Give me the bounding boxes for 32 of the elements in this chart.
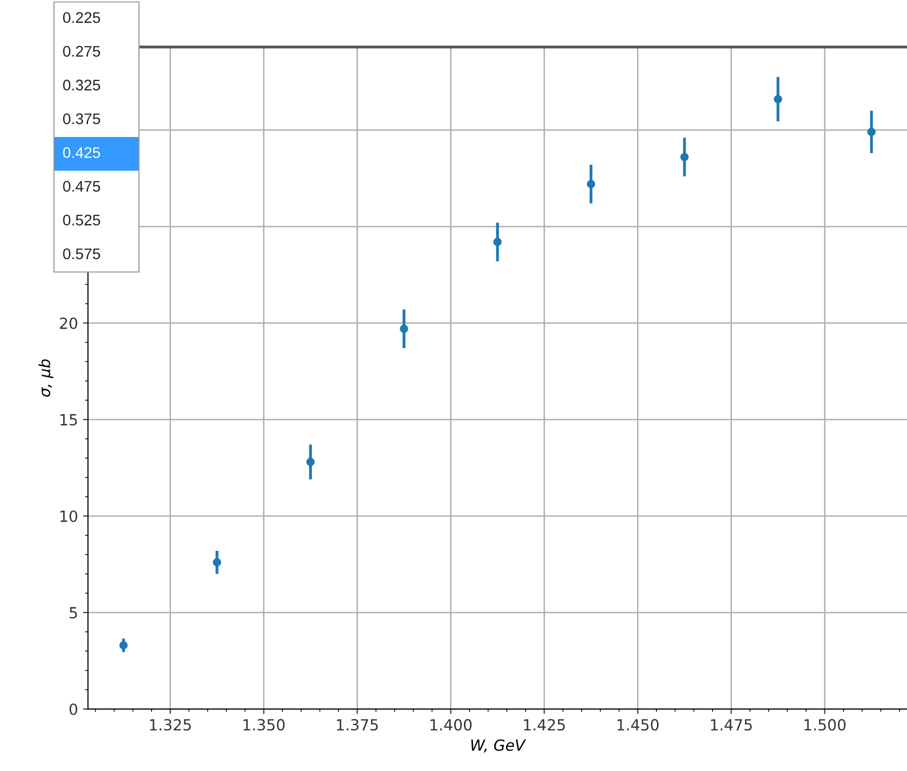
- point: [680, 152, 689, 162]
- text: 0.225: [63, 12, 100, 23]
- x-tick-label: 1.400: [430, 719, 472, 731]
- point: [493, 238, 502, 246]
- y-axis-title: σ, μb: [38, 359, 54, 397]
- y-tick-label: 5: [70, 607, 77, 619]
- annotation: 0.375: [63, 113, 100, 124]
- y-tick-label: 20: [60, 317, 78, 330]
- annotation: 0.475: [63, 180, 100, 192]
- annotation: 0.325: [63, 80, 100, 90]
- x-tick-label: 1.350: [244, 719, 285, 731]
- y-tick-label: 15: [60, 414, 77, 426]
- point: [774, 94, 782, 104]
- x-tick-label: 1.325: [150, 719, 191, 731]
- point: [212, 558, 222, 566]
- y-tick-label: 10: [60, 510, 78, 522]
- annotation: 0.425: [63, 147, 100, 158]
- point: [306, 458, 315, 466]
- annotation: 0.525: [63, 214, 100, 226]
- x-axis-title: W, GeV: [471, 739, 526, 752]
- point: [586, 180, 596, 188]
- x-tick-label: 1.500: [804, 719, 846, 731]
- point: [867, 128, 876, 136]
- y-tick-label: 0: [70, 703, 78, 716]
- x-tick-label: 1.475: [711, 719, 752, 731]
- x-tick-label: 1.450: [618, 719, 659, 731]
- point: [119, 641, 128, 650]
- x-tick-label: 1.425: [524, 719, 565, 731]
- annotation: 0.275: [63, 46, 100, 57]
- annotation: 0.575: [63, 248, 100, 260]
- point: [400, 324, 408, 333]
- x-tick-label: 1.375: [337, 719, 378, 731]
